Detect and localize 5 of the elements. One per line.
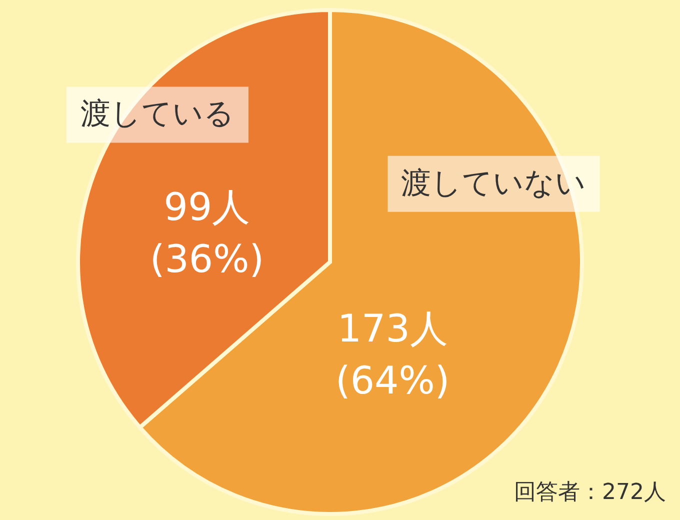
slice-label: 渡していない xyxy=(401,166,586,201)
text: 回答者：272人 xyxy=(514,480,666,505)
data-label: 173人 (64%) xyxy=(336,306,450,403)
slice-label: 渡している xyxy=(80,96,234,132)
data-label: 99人 (36%) xyxy=(150,184,264,281)
